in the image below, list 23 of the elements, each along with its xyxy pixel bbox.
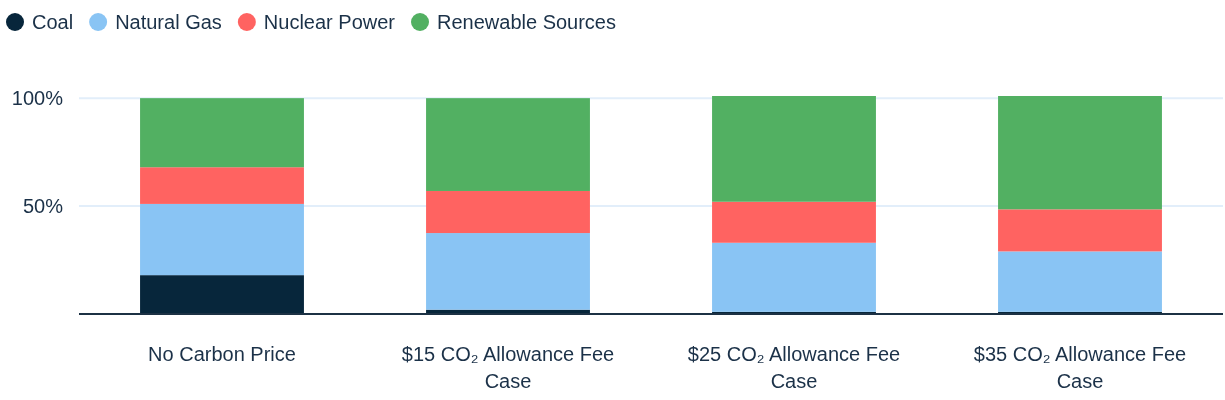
- bar: [140, 275, 304, 314]
- legend-label: Coal: [32, 11, 74, 33]
- bar: [712, 201, 876, 243]
- bar: [712, 242, 876, 312]
- bar: [426, 98, 590, 191]
- legend-label: Nuclear Power: [263, 11, 396, 33]
- bar: [140, 167, 304, 204]
- bar: [426, 190, 590, 234]
- y-tick-label: 50%: [22, 195, 64, 218]
- bar: [140, 203, 304, 276]
- legend-label: Renewable Sources: [437, 11, 616, 33]
- x-tick-label: $25 CO₂ Allowance Fee Case: [687, 343, 901, 392]
- bar: [140, 98, 304, 168]
- legend-label: Natural Gas: [115, 11, 222, 33]
- x-tick-label: No Carbon Price: [148, 343, 296, 365]
- x-tick-label: $35 CO₂ Allowance Fee Case: [973, 343, 1187, 392]
- bar: [998, 209, 1162, 252]
- x-tick-label: $15 CO₂ Allowance Fee Case: [401, 343, 615, 392]
- bar: [998, 96, 1162, 210]
- bar: [998, 251, 1162, 312]
- bar: [712, 96, 876, 202]
- y-tick-label: 100%: [11, 87, 64, 110]
- bar: [426, 233, 590, 310]
